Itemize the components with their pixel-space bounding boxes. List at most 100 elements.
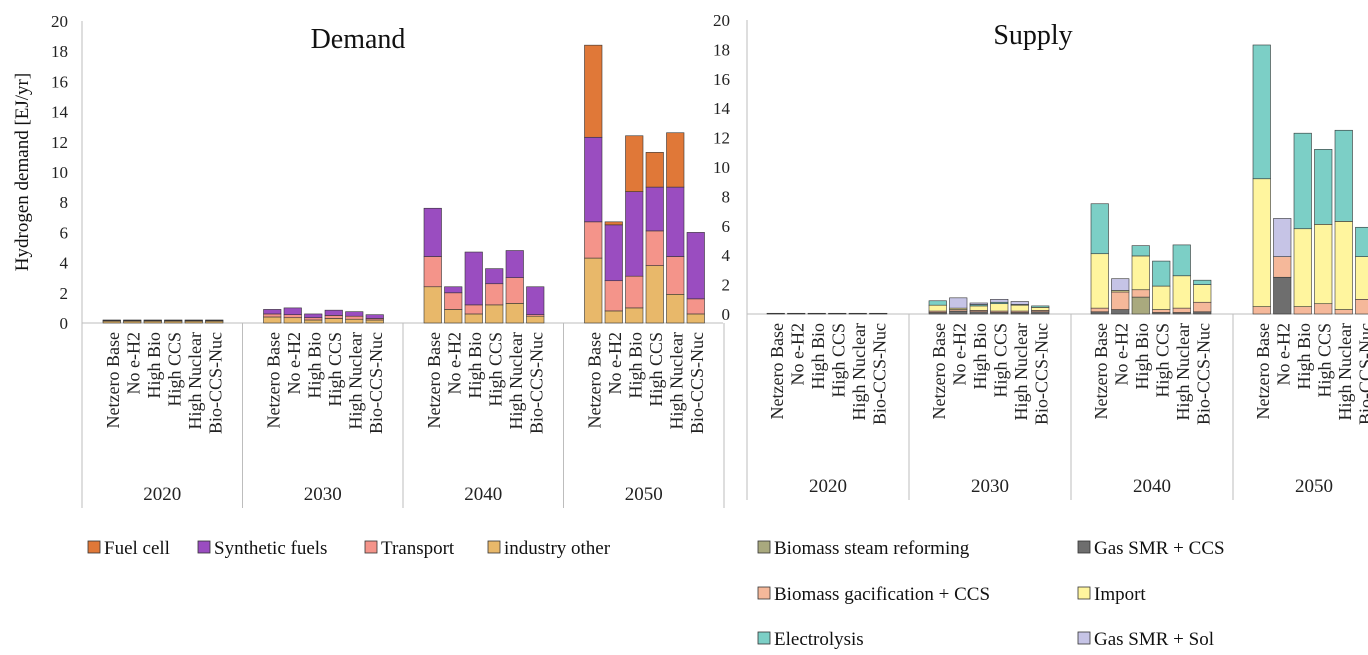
supply-bar-segment (1334, 309, 1353, 315)
demand-bar-segment (324, 318, 343, 324)
supply-bar-segment (1193, 301, 1212, 313)
supply-legend-swatch (1077, 586, 1091, 600)
supply-scenario-label: Netzero Base (929, 323, 949, 419)
demand-scenario-label: High CCS (164, 332, 184, 407)
demand-scenario-label: High Bio (144, 332, 164, 399)
demand-scenario-label: High Bio (625, 332, 645, 399)
supply-bar-segment (1193, 311, 1212, 315)
supply-bar-segment (969, 311, 988, 315)
supply-scenario-label: High Nuclear (849, 323, 869, 420)
demand-bar-segment (304, 313, 323, 319)
supply-bar-segment (1090, 253, 1109, 309)
demand-ytick-label: 14 (51, 103, 69, 122)
supply-bar-segment (1252, 306, 1271, 315)
supply-bar-segment (1031, 307, 1050, 311)
supply-bar-segment (1152, 285, 1171, 310)
supply-ytick-label: 16 (713, 70, 730, 89)
supply-ytick-label: 6 (722, 217, 731, 236)
demand-bar-segment (584, 221, 603, 259)
demand-bar-segment (345, 315, 364, 320)
supply-bar-segment (1172, 244, 1191, 277)
demand-bar-segment (345, 311, 364, 317)
supply-scenario-label: High CCS (990, 323, 1010, 398)
demand-bar-segment (604, 221, 623, 226)
demand-bar-segment (345, 318, 364, 324)
demand-bar-segment (686, 232, 705, 300)
demand-ytick-label: 10 (51, 163, 68, 182)
demand-bar-segment (423, 256, 442, 288)
supply-bar-segment (1273, 218, 1292, 257)
supply-bar-segment (1031, 311, 1050, 315)
demand-year-label: 2050 (625, 484, 663, 505)
demand-scenario-label: High Nuclear (185, 332, 205, 429)
supply-bar-segment (1273, 276, 1292, 315)
demand-scenario-label: No e-H2 (123, 332, 143, 394)
demand-scenario-label: Bio-CCS-Nuc (366, 332, 386, 434)
supply-bar-segment (990, 298, 1009, 303)
supply-bar-segment (1152, 260, 1171, 287)
demand-chart-title: Demand (311, 24, 406, 55)
demand-bar-segment (505, 277, 524, 304)
demand-bar-segment (263, 309, 282, 315)
supply-year-label: 2030 (971, 476, 1009, 497)
demand-bar-segment (423, 286, 442, 324)
demand-bar-segment (584, 257, 603, 324)
supply-bar-segment (1355, 226, 1368, 257)
demand-bar-segment (263, 316, 282, 324)
supply-bar-segment (1131, 289, 1150, 298)
demand-ytick-label: 2 (60, 284, 69, 303)
demand-bar-segment (263, 313, 282, 318)
supply-scenario-label: Netzero Base (1253, 323, 1273, 419)
demand-legend-swatch (197, 540, 211, 554)
supply-legend-label: Gas SMR + Sol (1094, 629, 1214, 650)
demand-bar-segment (143, 319, 162, 321)
demand-bar-segment (686, 313, 705, 324)
supply-bar-segment (1172, 307, 1191, 313)
supply-legend-swatch (757, 540, 771, 554)
supply-bar-segment (1314, 224, 1333, 305)
demand-ytick-label: 4 (60, 254, 69, 273)
demand-bar-segment (584, 136, 603, 223)
supply-ytick-label: 12 (713, 129, 730, 148)
supply-bar-segment (1131, 255, 1150, 291)
supply-bar-segment (1334, 129, 1353, 222)
supply-ytick-label: 8 (722, 187, 731, 206)
supply-ytick-label: 18 (713, 40, 730, 59)
supply-year-label: 2040 (1133, 476, 1171, 497)
demand-bar-segment (485, 283, 504, 306)
supply-bar-segment (1355, 256, 1368, 300)
demand-scenario-label: Bio-CCS-Nuc (687, 332, 707, 434)
demand-ytick-label: 20 (51, 12, 68, 31)
demand-bar-segment (625, 275, 644, 309)
demand-bar-segment (666, 256, 685, 295)
demand-bar-segment (645, 265, 664, 324)
supply-scenario-label: Netzero Base (1091, 323, 1111, 419)
supply-scenario-label: High CCS (1314, 323, 1334, 398)
supply-scenario-label: Bio-CCS-Nuc (1031, 323, 1051, 425)
demand-bar-segment (444, 286, 463, 294)
demand-bar-segment (365, 319, 384, 324)
supply-bar-segment (990, 303, 1009, 312)
demand-bar-segment (505, 250, 524, 279)
supply-bar-segment (1010, 304, 1029, 312)
demand-scenario-label: High Nuclear (345, 332, 365, 429)
demand-ytick-label: 8 (60, 193, 69, 212)
demand-bar-segment (444, 309, 463, 324)
demand-scenario-label: No e-H2 (284, 332, 304, 394)
supply-bar-segment (928, 300, 947, 306)
demand-legend-swatch (487, 540, 501, 554)
supply-scenario-label: High Bio (1132, 323, 1152, 390)
supply-scenario-label: High Nuclear (1011, 323, 1031, 420)
supply-bar-segment (1293, 132, 1312, 230)
demand-bar-segment (604, 224, 623, 282)
supply-scenario-label: No e-H2 (1111, 323, 1131, 385)
demand-bar-segment (464, 251, 483, 306)
demand-bar-segment (304, 319, 323, 324)
supply-bar-segment (1355, 298, 1368, 315)
demand-y-axis-label: Hydrogen demand [EJ/yr] (12, 73, 33, 271)
supply-bar-segment (1111, 309, 1130, 315)
supply-scenario-label: High Bio (970, 323, 990, 390)
demand-scenario-label: Bio-CCS-Nuc (526, 332, 546, 434)
demand-bar-segment (584, 44, 603, 138)
